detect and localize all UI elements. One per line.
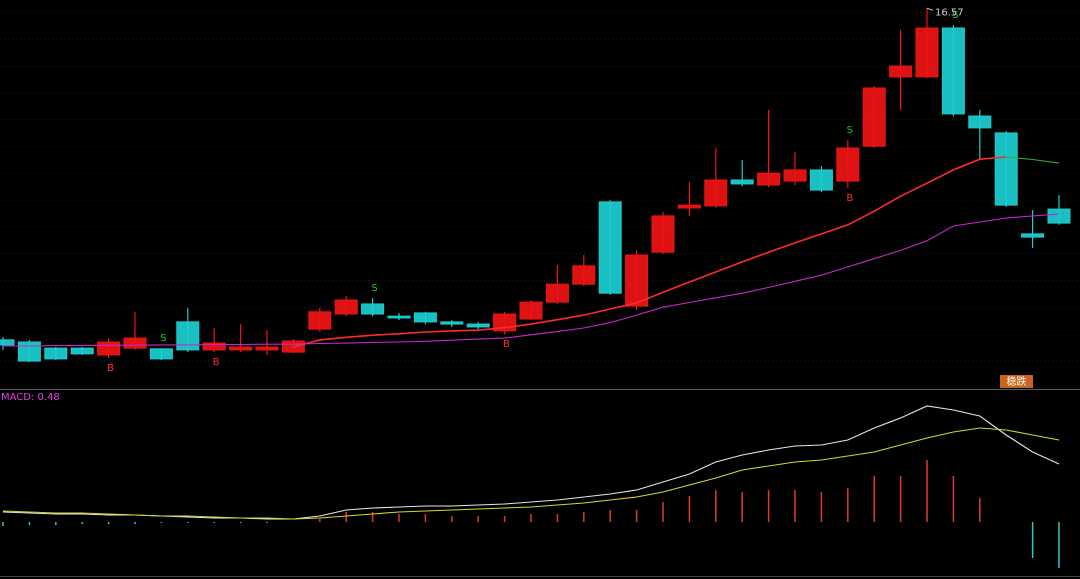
candle-body [941, 27, 965, 115]
candle-body [519, 301, 543, 320]
candle-body [202, 342, 226, 351]
candle-body [255, 346, 279, 351]
candle-body [545, 283, 569, 303]
candle-body [889, 65, 913, 78]
candle-body [229, 346, 253, 351]
signal-label: B [107, 363, 114, 374]
candle-body [862, 87, 886, 147]
tag-text: 稳跌 [1007, 375, 1027, 388]
candle-body [809, 169, 833, 191]
candle-body [17, 341, 41, 362]
candle-body [70, 347, 94, 355]
high-pointer [926, 7, 934, 11]
tag-box [1000, 375, 1033, 388]
line-series [3, 213, 1060, 347]
candle-body [413, 312, 437, 323]
candle-body [149, 348, 173, 360]
candle-body [651, 215, 675, 253]
candle-body [466, 323, 490, 328]
macd-title: MACD: 0.48 [1, 392, 60, 403]
signal-label: B [503, 339, 510, 350]
candle-body [97, 341, 121, 356]
line-series [293, 156, 1007, 348]
signal-label: B [213, 357, 220, 368]
candle-body [836, 147, 860, 182]
candle-body [1021, 233, 1045, 238]
high-label: 16.57 [935, 7, 964, 18]
candle-body [704, 179, 728, 207]
candle-body [677, 204, 701, 209]
candle-body [572, 265, 596, 285]
candle-body [994, 132, 1018, 206]
candle-body [625, 254, 649, 307]
signal-label: S [160, 333, 166, 344]
candle-body [598, 201, 622, 294]
candle-body [757, 172, 781, 186]
signal-label: B [846, 193, 853, 204]
candle-body [440, 321, 464, 325]
line-series [1006, 156, 1060, 164]
candle-body [361, 303, 385, 315]
line-series [2, 405, 1060, 520]
signal-label: S [847, 125, 853, 136]
signal-tag: 稳跌 [1000, 375, 1033, 388]
candle-body [915, 27, 939, 78]
candle-body [334, 299, 358, 315]
candle-body [783, 169, 807, 182]
candle-body [123, 337, 147, 349]
candle-body [387, 315, 411, 319]
candle-body [0, 339, 15, 346]
line-series [2, 427, 1060, 520]
candle-body [968, 115, 992, 129]
candle-body [308, 311, 332, 330]
signal-label: S [952, 10, 958, 21]
signal-label: S [371, 283, 377, 294]
candle-body [44, 347, 68, 360]
candle-body [176, 321, 200, 351]
candle-body [1047, 208, 1071, 224]
candle-body [730, 179, 754, 185]
